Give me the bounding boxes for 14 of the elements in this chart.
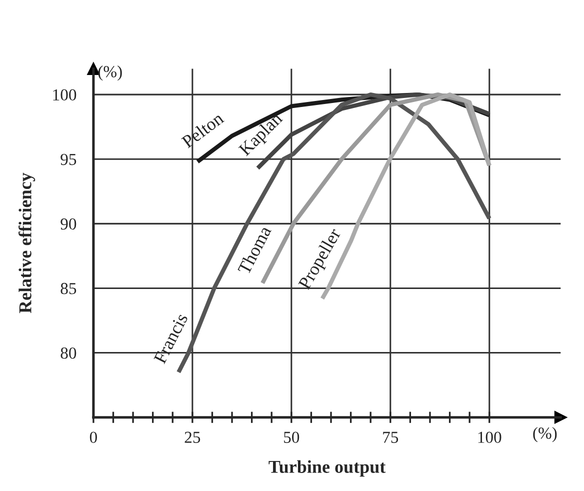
x-tick-label: 25 [184,432,200,443]
y-tick-label: 100 [53,89,76,101]
x-tick-label: 75 [383,432,398,443]
y-tick-label: 85 [60,282,76,294]
y-tick-label: 80 [60,347,76,359]
y-axis-title: Relative efficiency [18,172,36,314]
y-tick-label: 90 [60,218,76,230]
text: (%) [533,427,557,442]
y-tick-label: 95 [60,154,76,166]
x-tick-label: 0 [90,432,97,443]
x-tick-label: 50 [284,432,300,443]
annotation: (%) [98,66,122,81]
x-axis-title: Turbine output [268,460,386,477]
x-tick-label: 100 [478,432,502,443]
